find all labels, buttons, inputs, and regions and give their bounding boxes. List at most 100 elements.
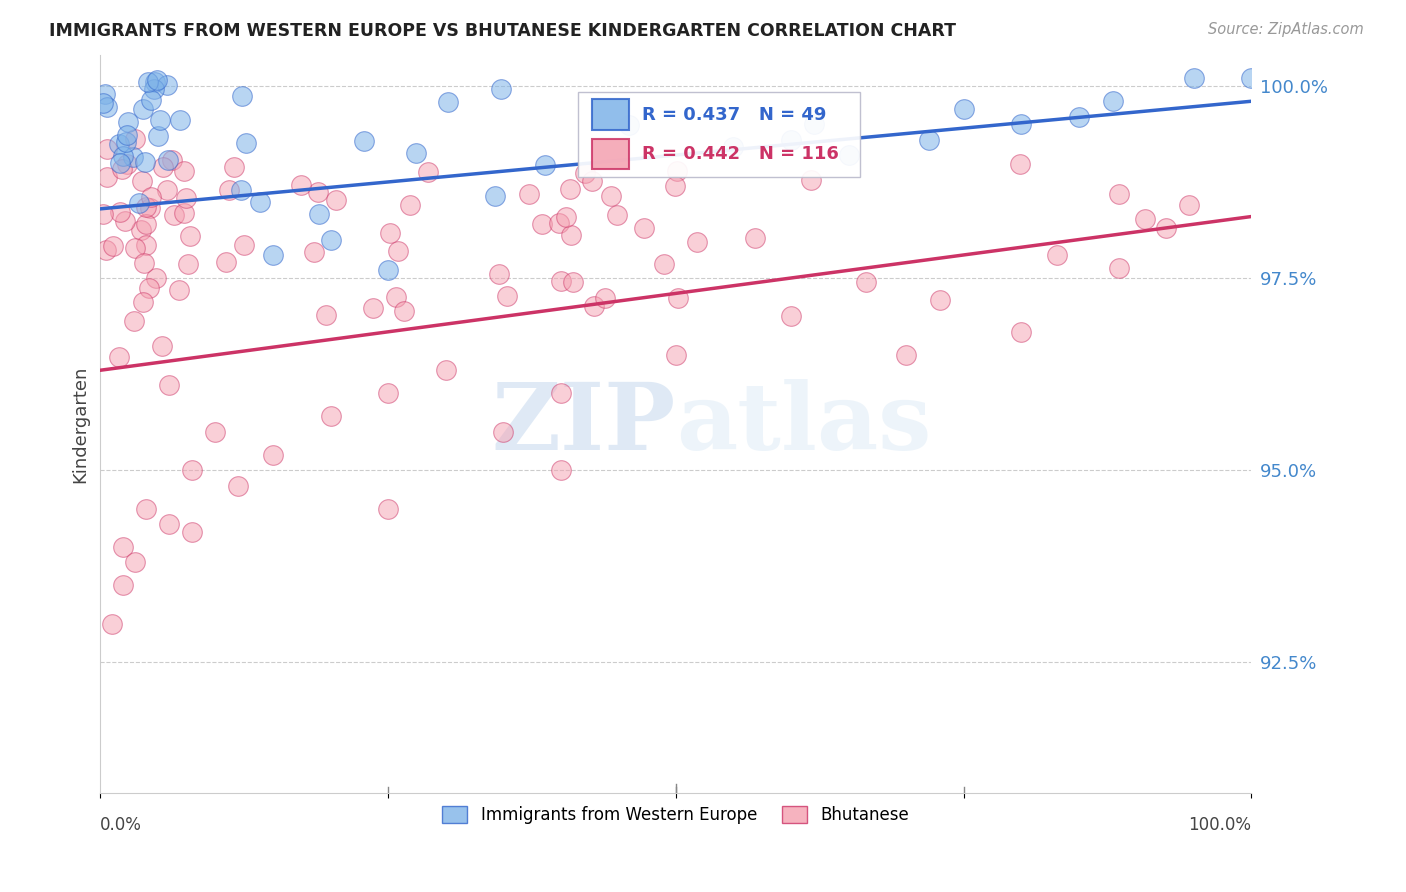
Point	[181, 463, 204, 477]
Point	[115, 157, 138, 171]
Point	[96, 244, 118, 258]
Point	[159, 378, 181, 392]
Point	[325, 193, 347, 207]
Point	[262, 248, 284, 262]
Point	[173, 206, 195, 220]
Point	[1240, 71, 1263, 86]
Point	[134, 155, 156, 169]
Point	[315, 309, 337, 323]
Point	[1177, 197, 1199, 211]
Point	[434, 363, 457, 377]
Point	[107, 137, 129, 152]
Point	[115, 135, 138, 149]
Point	[156, 183, 179, 197]
Point	[110, 161, 132, 176]
Point	[108, 205, 131, 219]
Point	[128, 196, 150, 211]
Point	[398, 197, 420, 211]
Point	[929, 293, 952, 307]
Point	[135, 201, 157, 215]
Point	[138, 281, 160, 295]
Text: Source: ZipAtlas.com: Source: ZipAtlas.com	[1208, 22, 1364, 37]
Point	[550, 463, 572, 477]
Point	[179, 228, 201, 243]
Point	[174, 191, 197, 205]
Point	[156, 153, 179, 167]
Point	[665, 164, 688, 178]
Point	[361, 301, 384, 315]
Point	[290, 178, 312, 192]
Point	[139, 93, 162, 107]
Point	[780, 310, 803, 324]
Point	[1008, 157, 1031, 171]
Point	[799, 173, 821, 187]
Point	[560, 227, 582, 242]
Point	[377, 263, 399, 277]
Point	[215, 254, 238, 268]
Bar	[592, 99, 628, 130]
Point	[1108, 187, 1130, 202]
Point	[1133, 212, 1156, 227]
Point	[94, 87, 117, 101]
Point	[548, 216, 571, 230]
Point	[550, 274, 572, 288]
Point	[387, 244, 409, 258]
Point	[249, 195, 271, 210]
Point	[135, 238, 157, 252]
Point	[139, 202, 162, 216]
Point	[181, 524, 204, 539]
Point	[169, 113, 191, 128]
Point	[91, 207, 114, 221]
Point	[111, 149, 134, 163]
Point	[136, 75, 159, 89]
Point	[437, 95, 460, 109]
Point	[319, 409, 342, 424]
Point	[160, 153, 183, 167]
Point	[228, 478, 250, 492]
Point	[582, 299, 605, 313]
Point	[124, 555, 146, 569]
Point	[129, 223, 152, 237]
Point	[496, 289, 519, 303]
Point	[232, 238, 254, 252]
Point	[855, 276, 877, 290]
Point	[122, 314, 145, 328]
Point	[1010, 325, 1032, 339]
Point	[319, 233, 342, 247]
Point	[405, 145, 427, 160]
Point	[143, 75, 166, 89]
Point	[177, 257, 200, 271]
Point	[377, 501, 399, 516]
Point	[156, 78, 179, 92]
Point	[550, 386, 572, 401]
Point	[385, 290, 408, 304]
Point	[235, 136, 257, 150]
Point	[555, 210, 578, 224]
Text: R = 0.442   N = 116: R = 0.442 N = 116	[643, 145, 839, 163]
Point	[112, 578, 135, 592]
Text: 0.0%: 0.0%	[100, 816, 142, 834]
Point	[173, 164, 195, 178]
Point	[204, 425, 226, 439]
Point	[167, 284, 190, 298]
Point	[163, 208, 186, 222]
Point	[803, 117, 825, 131]
Point	[838, 148, 860, 162]
Point	[394, 304, 416, 318]
Point	[307, 185, 329, 199]
Point	[581, 174, 603, 188]
Point	[262, 448, 284, 462]
Point	[780, 133, 803, 147]
Point	[124, 131, 146, 145]
Point	[418, 164, 440, 178]
Point	[534, 158, 557, 172]
Point	[652, 256, 675, 270]
Point	[101, 239, 124, 253]
Point	[146, 73, 169, 87]
Point	[143, 82, 166, 96]
Point	[302, 244, 325, 259]
Point	[600, 189, 623, 203]
Point	[488, 267, 510, 281]
Point	[108, 350, 131, 364]
Point	[112, 540, 135, 554]
